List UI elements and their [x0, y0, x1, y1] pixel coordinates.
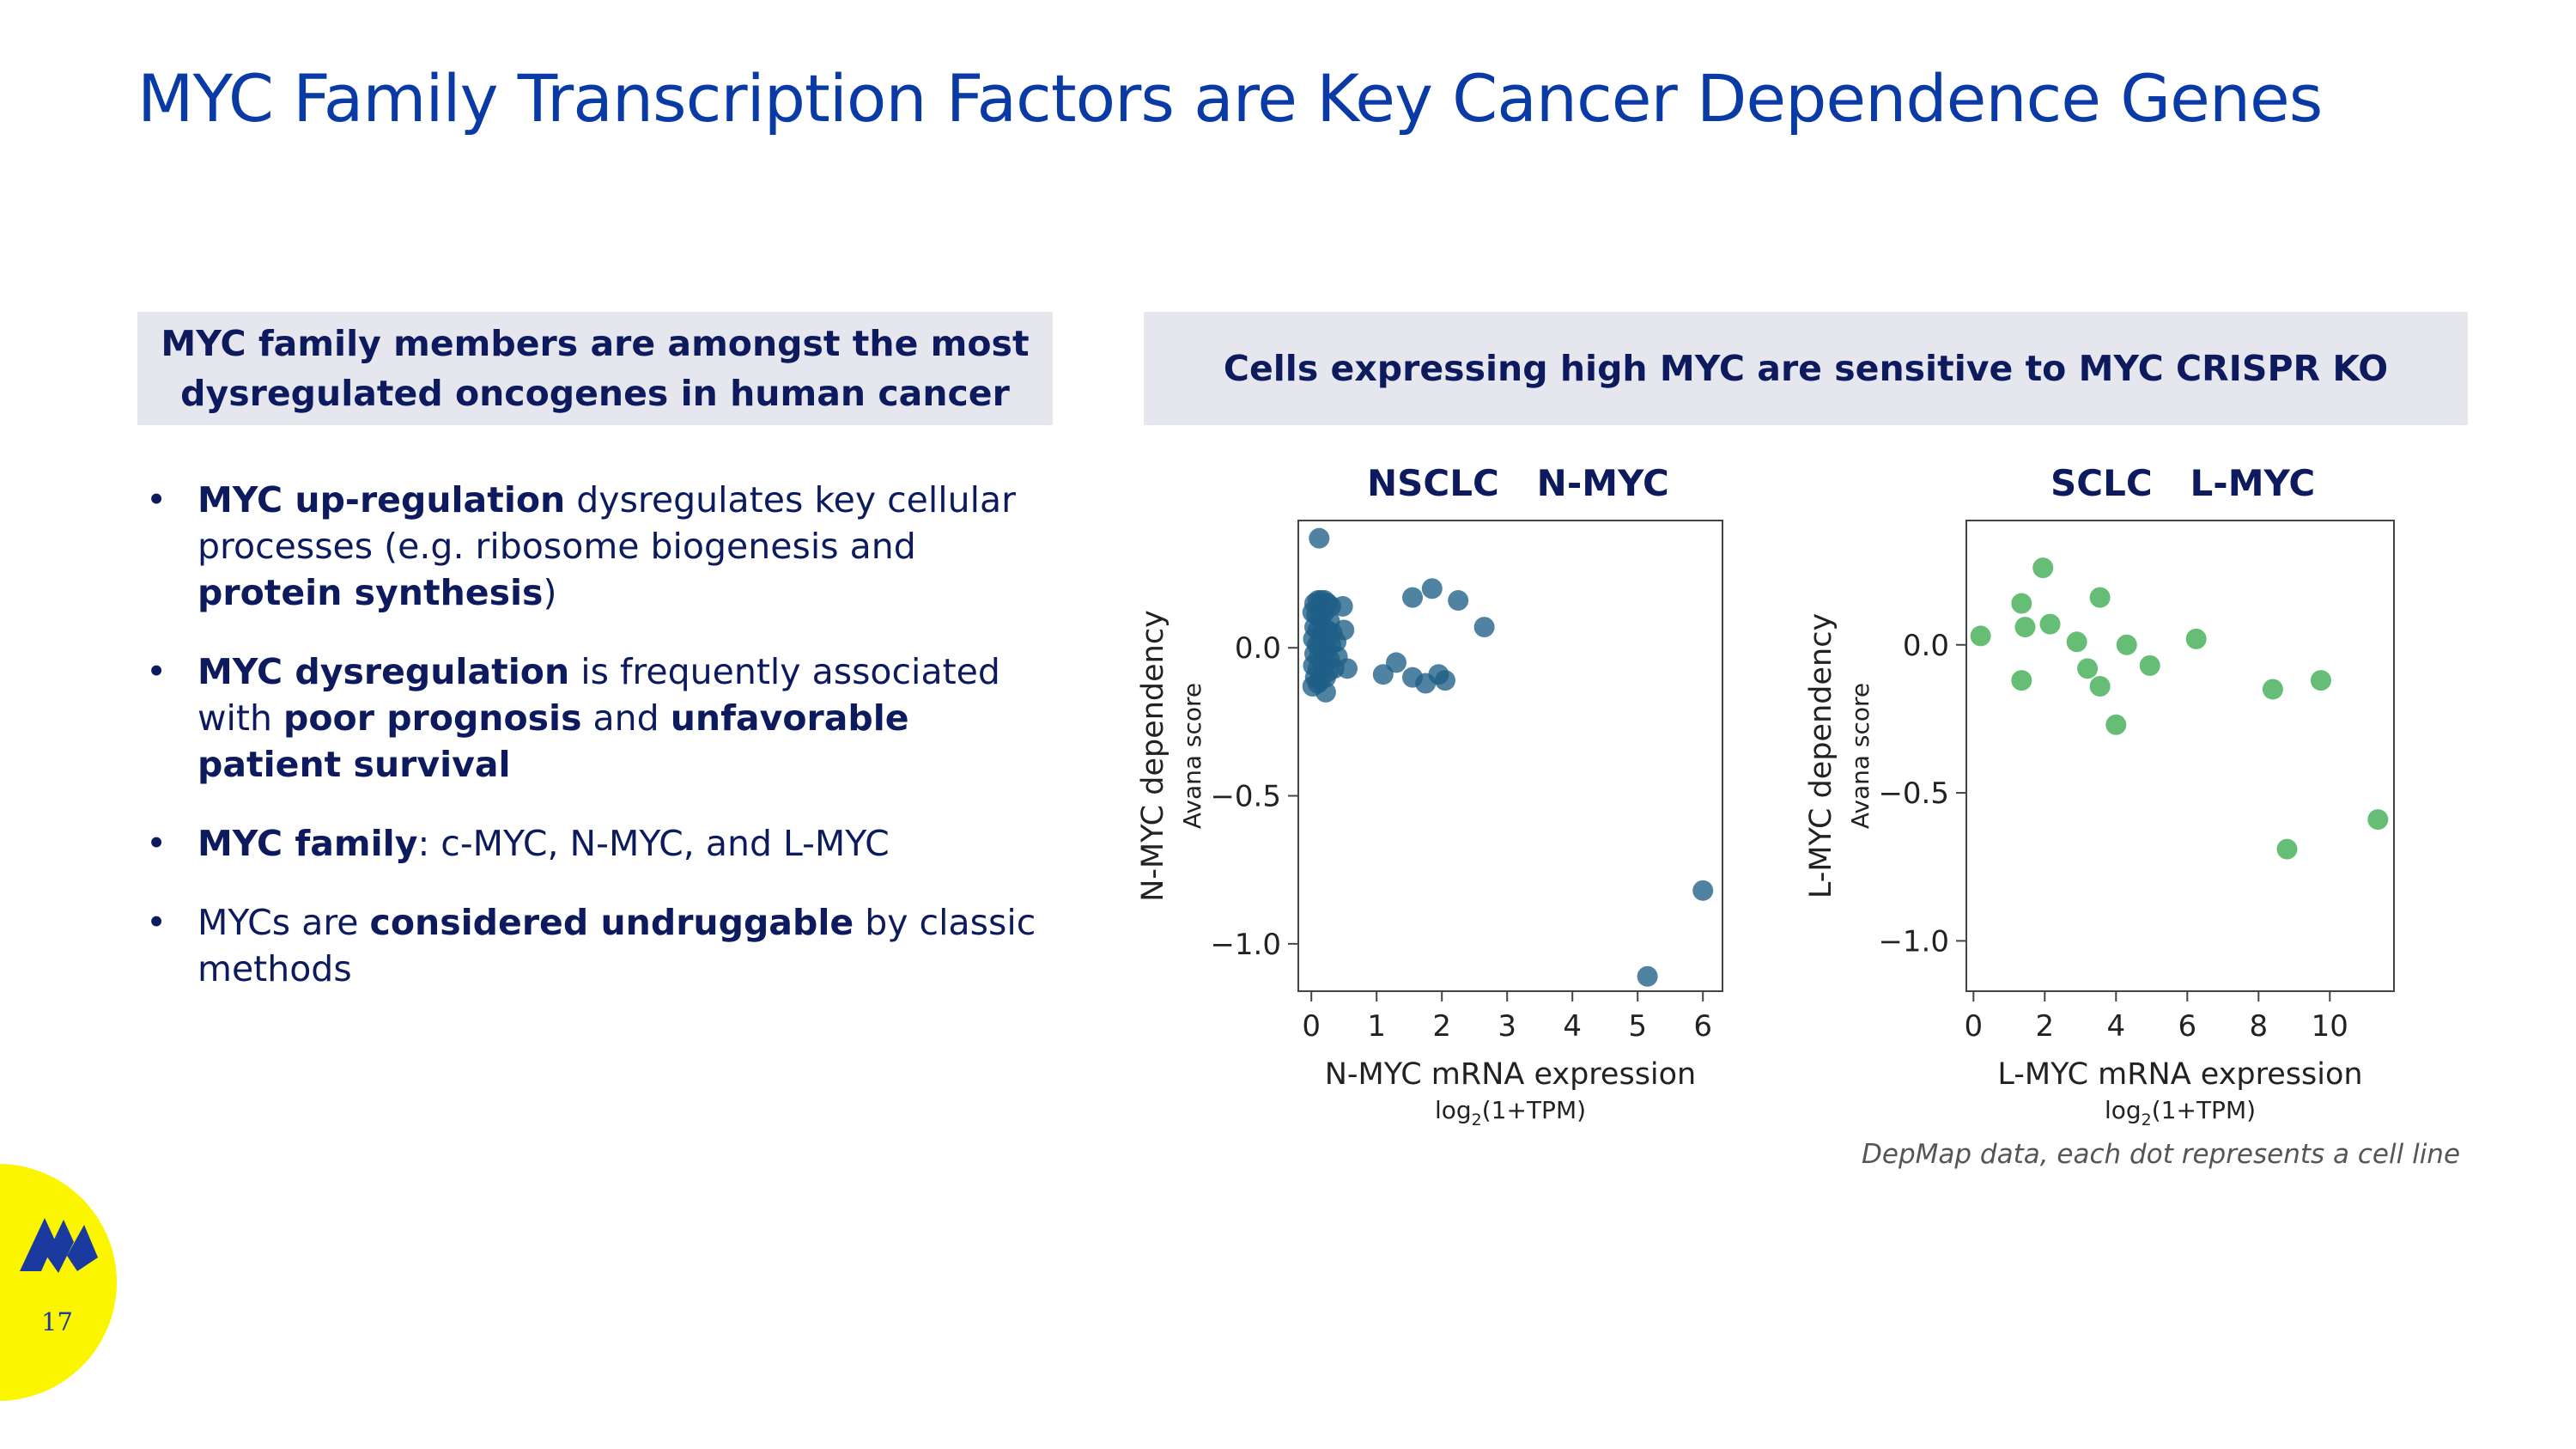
- data-point: [2105, 714, 2127, 735]
- right-panel-header: Cells expressing high MYC are sensitive …: [1144, 312, 2468, 425]
- y-axis-sublabel: Avana score: [1846, 683, 1874, 829]
- y-tick-label: 0.0: [1903, 629, 1949, 663]
- company-logo-icon: [20, 1218, 98, 1273]
- data-point: [2116, 634, 2137, 655]
- data-point: [2066, 631, 2087, 653]
- slide-title: MYC Family Transcription Factors are Key…: [137, 60, 2323, 137]
- plot-frame: [1965, 520, 2395, 992]
- data-point: [2139, 654, 2160, 676]
- data-point: [2039, 613, 2061, 635]
- y-axis-label: N-MYC dependency: [1136, 610, 1170, 902]
- bullet-item: MYCs are considered undruggable by class…: [137, 899, 1065, 992]
- x-axis-sublabel: log2(1+TPM): [1435, 1096, 1586, 1129]
- bullet-text: : c-MYC, N-MYC, and L-MYC: [417, 823, 890, 864]
- data-point: [1473, 617, 1495, 638]
- x-tick-label: 4: [2106, 1009, 2125, 1044]
- bullet-text: by classic methods: [197, 902, 1036, 989]
- bullet-list: MYC up-regulation dysregulates key cellu…: [137, 477, 1065, 1025]
- bullet-item: MYC family: c-MYC, N-MYC, and L-MYC: [137, 820, 1065, 867]
- y-tick-label: −1.0: [1210, 928, 1281, 962]
- data-point: [1692, 880, 1714, 901]
- data-point: [1435, 670, 1455, 691]
- x-tick-label: 8: [2249, 1009, 2268, 1044]
- x-axis-label: L-MYC mRNA expression: [1997, 1057, 2362, 1092]
- x-tick-label: 6: [2178, 1009, 2196, 1044]
- data-point: [2089, 676, 2111, 697]
- lmyc-scatter-chart: 0 2 4 6 8 10 0.0 −0.5 −1.0 L-MYC mRNA expression l…: [1804, 520, 2395, 1129]
- data-point: [1402, 587, 1423, 608]
- data-point: [2185, 628, 2207, 649]
- data-point: [1337, 658, 1358, 679]
- bullet-bold-text: MYC dysregulation: [197, 651, 570, 692]
- data-point: [1637, 965, 1658, 987]
- data-point: [1386, 652, 1406, 673]
- data-point: [2089, 587, 2111, 608]
- chart-title-sclc: SCLC L-MYC: [2050, 462, 2316, 504]
- bullet-text: ): [543, 572, 557, 613]
- x-tick-label: 2: [2035, 1009, 2054, 1044]
- data-point: [1421, 578, 1443, 600]
- data-point: [1372, 664, 1394, 685]
- data-point: [2367, 809, 2389, 831]
- data-point: [2262, 679, 2283, 700]
- chart-title-nsclc: NSCLC N-MYC: [1367, 462, 1669, 504]
- bullet-text: MYCs are: [197, 902, 370, 943]
- bullet-text: and: [581, 697, 671, 739]
- plot-frame: [1297, 520, 1723, 992]
- bullet-bold-text: protein synthesis: [197, 572, 544, 613]
- y-axis-sublabel: Avana score: [1178, 683, 1206, 829]
- data-point: [1448, 590, 1469, 612]
- x-tick-label: 2: [1432, 1009, 1451, 1044]
- bullet-bold-text: MYC family: [197, 823, 418, 864]
- data-point: [2310, 670, 2331, 691]
- x-tick-label: 5: [1628, 1009, 1647, 1044]
- data-point: [1970, 625, 1991, 647]
- data-point: [2014, 617, 2036, 638]
- bullet-text: is frequently associated with: [197, 651, 1000, 739]
- bullet-text: dysregulates key cellular processes (e.g…: [197, 479, 1017, 567]
- x-tick-label: 1: [1367, 1009, 1386, 1044]
- data-point: [2011, 670, 2032, 691]
- x-tick-label: 10: [2312, 1009, 2348, 1044]
- y-tick-label: −0.5: [1210, 780, 1281, 814]
- bullet-bold-text: unfavorable patient survival: [197, 697, 909, 785]
- y-axis-label: L-MYC dependency: [1804, 613, 1838, 898]
- bullet-bold-text: considered undruggable: [369, 902, 854, 943]
- y-tick-label: −1.0: [1878, 924, 1949, 959]
- data-point: [1332, 595, 1353, 617]
- data-point: [1315, 681, 1336, 703]
- data-point: [2032, 557, 2054, 579]
- bullet-item: MYC up-regulation dysregulates key cellu…: [137, 477, 1065, 616]
- x-tick-label: 0: [1302, 1009, 1321, 1044]
- x-axis-label: N-MYC mRNA expression: [1325, 1057, 1697, 1092]
- bullet-bold-text: poor prognosis: [283, 697, 582, 739]
- data-point: [1309, 527, 1330, 549]
- x-axis-sublabel: log2(1+TPM): [2105, 1096, 2256, 1129]
- x-tick-label: 4: [1563, 1009, 1582, 1044]
- data-point: [2077, 658, 2099, 679]
- data-point: [2276, 838, 2298, 860]
- y-tick-label: 0.0: [1235, 631, 1281, 666]
- page-number: 17: [41, 1307, 73, 1336]
- data-point: [2011, 593, 2032, 614]
- x-tick-label: 6: [1693, 1009, 1712, 1044]
- footnote: DepMap data, each dot represents a cell …: [1862, 1139, 2461, 1170]
- y-tick-label: −0.5: [1878, 776, 1949, 811]
- left-panel-header: MYC family members are amongst the most …: [137, 312, 1053, 425]
- x-tick-label: 3: [1498, 1009, 1516, 1044]
- bullet-item: MYC dysregulation is frequently associat…: [137, 648, 1065, 788]
- bullet-bold-text: MYC up-regulation: [197, 479, 566, 521]
- x-tick-label: 0: [1964, 1009, 1983, 1044]
- nmyc-scatter-chart: 0 1 2 3 4 5 6 0.0 −0.5 −1.0 N-MYC mRNA expression l…: [1136, 520, 1723, 1129]
- logo-badge: [0, 1164, 117, 1401]
